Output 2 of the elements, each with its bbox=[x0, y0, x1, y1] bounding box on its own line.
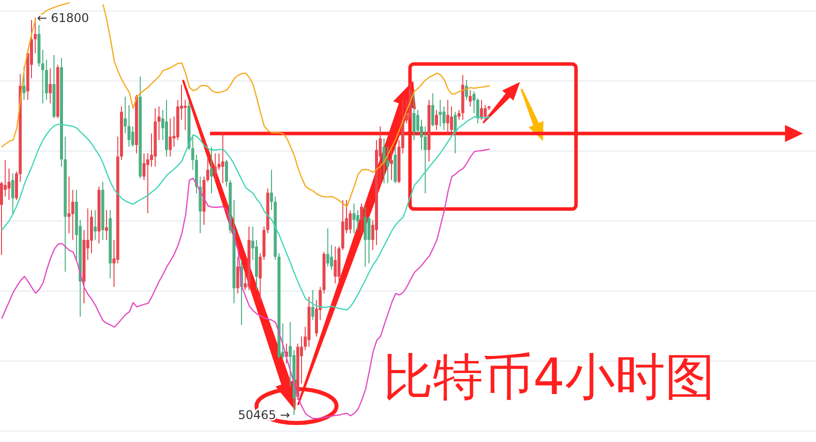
text: 比特币4小时图 bbox=[383, 348, 715, 406]
annotation: ← 61800 bbox=[37, 11, 90, 26]
